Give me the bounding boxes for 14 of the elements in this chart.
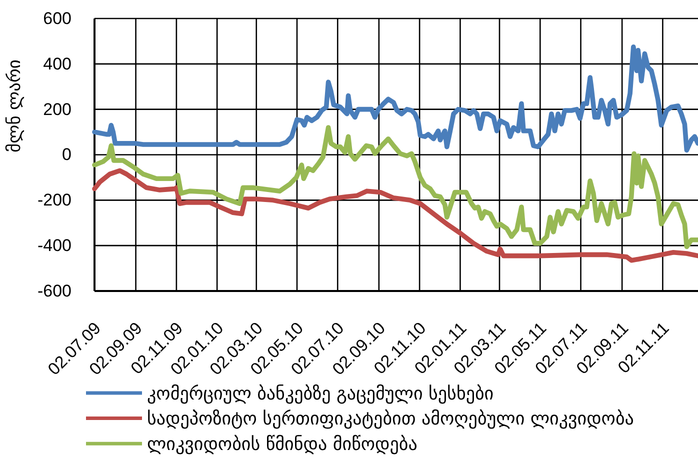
y-tick-label: 600 <box>43 8 72 28</box>
y-tick-label: -600 <box>37 281 72 300</box>
line-series <box>92 125 698 250</box>
line-series <box>92 168 698 263</box>
y-tick-label: 0 <box>62 145 72 164</box>
line-series <box>92 44 698 153</box>
legend-label: კომერციულ ბანკებზე გაცემული სესხები <box>147 383 494 404</box>
y-tick-label: -400 <box>37 236 72 256</box>
y-tick-label: -200 <box>37 190 72 210</box>
legend-label: სადეპოზიტო სერთიფიკატებით ამოღებული ლიკვიდობა <box>147 408 634 430</box>
y-tick-label: 200 <box>43 100 72 119</box>
legend-label: ლიკვიდობის წმინდა მიწოდება <box>147 434 418 455</box>
y-axis-title: მლნ ლარი <box>5 60 25 152</box>
y-tick-label: 400 <box>43 54 72 74</box>
